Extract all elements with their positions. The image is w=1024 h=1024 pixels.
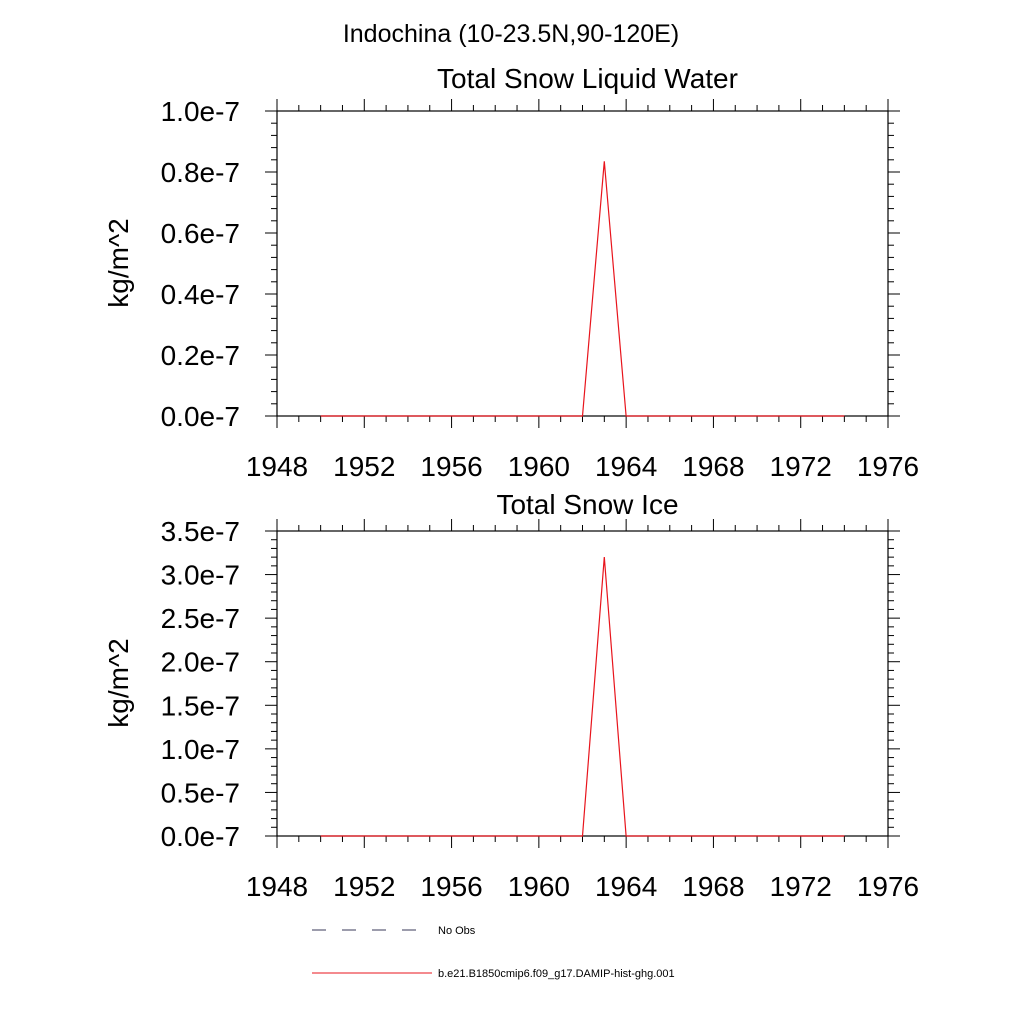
x-tick-label: 1968 (682, 451, 744, 482)
x-tick-label: 1964 (595, 451, 657, 482)
x-tick-label: 1976 (857, 451, 919, 482)
x-tick-label: 1972 (770, 451, 832, 482)
y-tick-label: 1.5e-7 (161, 690, 240, 721)
y-tick-label: 3.0e-7 (161, 560, 240, 591)
y-tick-label: 0.8e-7 (161, 157, 240, 188)
x-tick-label: 1956 (420, 451, 482, 482)
x-tick-label: 1976 (857, 871, 919, 902)
x-tick-label: 1948 (246, 871, 308, 902)
y-tick-label: 2.0e-7 (161, 647, 240, 678)
x-tick-label: 1960 (508, 451, 570, 482)
chart-panel-2: Total Snow Ice kg/m^2 1948 1952 1956 1960 1964… (103, 489, 919, 902)
y-tick-label: 1.0e-7 (161, 734, 240, 765)
x-tick-label: 1960 (508, 871, 570, 902)
y-tick-label: 0.4e-7 (161, 279, 240, 310)
figure-suptitle: Indochina (10-23.5N,90-120E) (343, 20, 679, 48)
plot-frame (276, 110, 889, 417)
x-tick-label: 1964 (595, 871, 657, 902)
chart-panels: Total Snow Liquid Water kg/m^2 1948 1952 195… (103, 63, 919, 902)
x-tick-label: 1948 (246, 451, 308, 482)
y-tick-label: 2.5e-7 (161, 603, 240, 634)
series-line (320, 557, 845, 837)
chart-title: Total Snow Ice (496, 489, 678, 520)
chart-title: Total Snow Liquid Water (437, 63, 738, 94)
legend-label: No Obs (438, 925, 476, 937)
chart-panel-1: Total Snow Liquid Water kg/m^2 1948 1952 195… (103, 63, 919, 482)
y-tick-label: 0.0e-7 (161, 821, 240, 852)
legend: No Obs b.e21.B1850cmip6.f09_g17.DAMIP-his… (312, 925, 675, 980)
x-tick-label: 1972 (770, 871, 832, 902)
y-tick-label: 1.0e-7 (161, 96, 240, 127)
y-axis-label: kg/m^2 (103, 218, 134, 307)
x-tick-label: 1968 (682, 871, 744, 902)
x-tick-label: 1952 (333, 871, 395, 902)
x-tick-label: 1956 (420, 871, 482, 902)
y-tick-label: 0.0e-7 (161, 401, 240, 432)
y-axis-label: kg/m^2 (103, 638, 134, 727)
x-tick-label: 1952 (333, 451, 395, 482)
series-line (320, 161, 845, 417)
y-tick-label: 0.2e-7 (161, 340, 240, 371)
y-tick-label: 0.5e-7 (161, 777, 240, 808)
plot-frame (276, 530, 889, 837)
y-tick-label: 3.5e-7 (161, 516, 240, 547)
y-tick-label: 0.6e-7 (161, 218, 240, 249)
legend-label: b.e21.B1850cmip6.f09_g17.DAMIP-hist-ghg.… (438, 968, 675, 980)
